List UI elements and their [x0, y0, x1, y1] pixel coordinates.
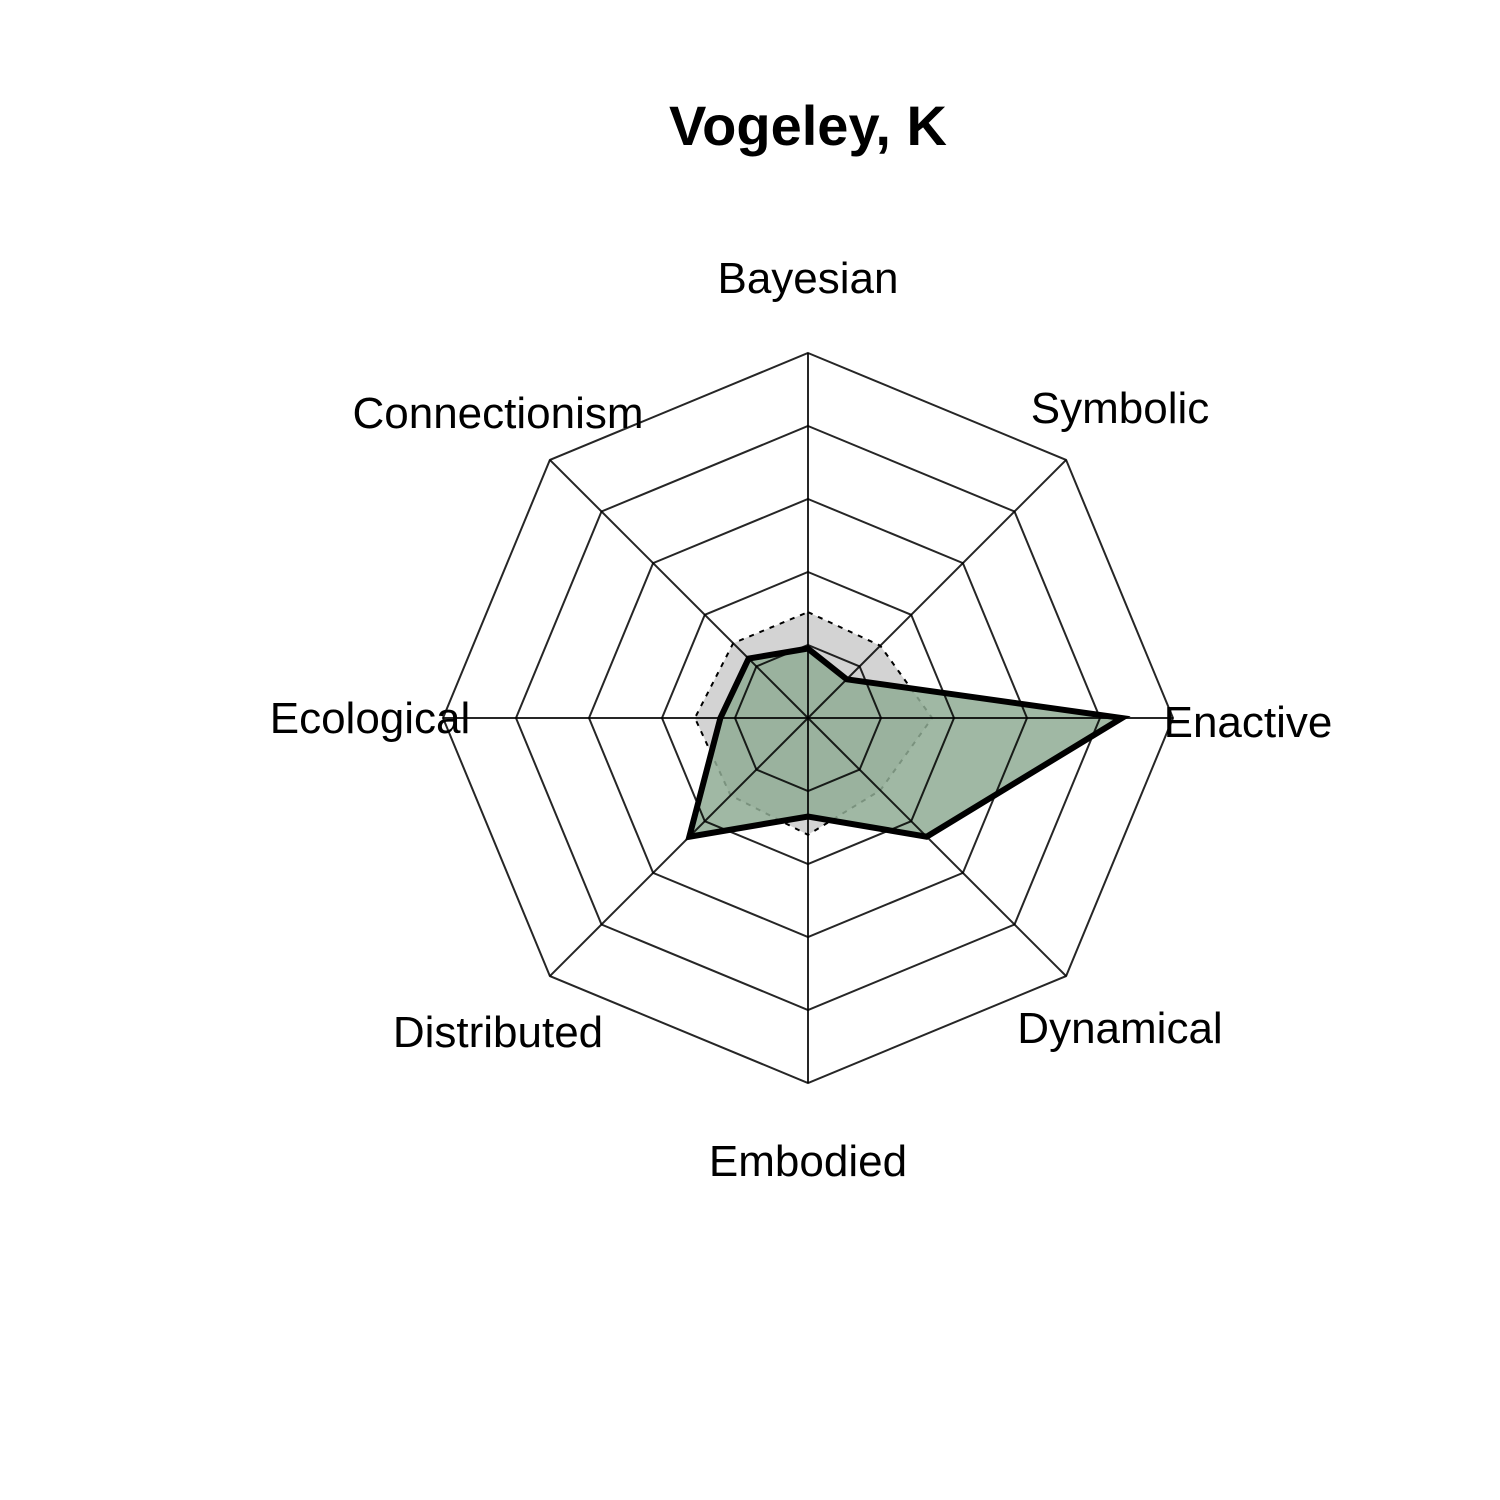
- axis-label-dynamical: Dynamical: [1017, 1004, 1222, 1053]
- series-profile-area: [689, 648, 1122, 837]
- axis-label-enactive: Enactive: [1164, 698, 1333, 747]
- chart-title: Vogeley, K: [669, 94, 947, 157]
- axis-label-bayesian: Bayesian: [717, 254, 898, 303]
- axis-label-symbolic: Symbolic: [1031, 384, 1210, 433]
- grid-spoke-7: [549, 459, 809, 719]
- axis-label-connectionism: Connectionism: [352, 389, 643, 438]
- grid-spoke-1: [807, 459, 1067, 719]
- axis-labels: Bayesian Symbolic Enactive Dynamical Emb…: [270, 254, 1333, 1186]
- axis-label-embodied: Embodied: [709, 1137, 907, 1186]
- grid-spoke-5: [549, 717, 809, 977]
- axis-label-ecological: Ecological: [270, 694, 471, 743]
- axis-label-distributed: Distributed: [393, 1008, 603, 1057]
- radar-grid: [441, 351, 1175, 1085]
- grid-spoke-3: [807, 717, 1067, 977]
